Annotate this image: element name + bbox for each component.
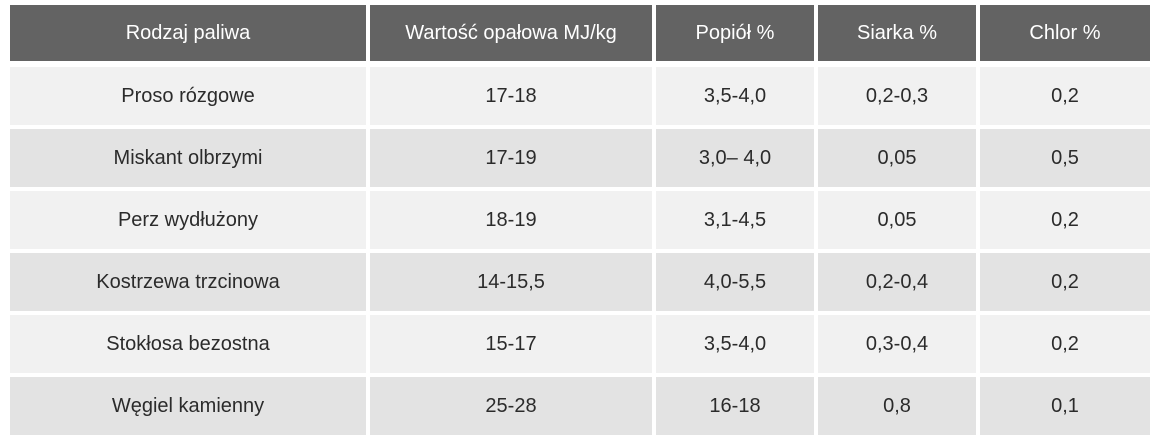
cell-ash: 3,5-4,0 [656,315,814,373]
cell-chlorine: 0,2 [980,191,1150,249]
fuel-properties-table: Rodzaj paliwa Wartość opałowa MJ/kg Popi… [10,5,1150,439]
cell-ash: 4,0-5,5 [656,253,814,311]
cell-calorific-value: 14-15,5 [370,253,652,311]
table-row: Perz wydłużony 18-19 3,1-4,5 0,05 0,2 [10,191,1150,249]
table-row: Miskant olbrzymi 17-19 3,0– 4,0 0,05 0,5 [10,129,1150,187]
cell-fuel-type: Kostrzewa trzcinowa [10,253,366,311]
cell-fuel-type: Proso rózgowe [10,67,366,125]
cell-fuel-type: Miskant olbrzymi [10,129,366,187]
cell-ash: 3,1-4,5 [656,191,814,249]
cell-sulfur: 0,3-0,4 [818,315,976,373]
table-header-row: Rodzaj paliwa Wartość opałowa MJ/kg Popi… [10,5,1150,61]
header-sulfur: Siarka % [818,5,976,61]
cell-chlorine: 0,5 [980,129,1150,187]
header-chlorine: Chlor % [980,5,1150,61]
cell-sulfur: 0,8 [818,377,976,435]
cell-calorific-value: 25-28 [370,377,652,435]
cell-calorific-value: 17-18 [370,67,652,125]
table-row: Proso rózgowe 17-18 3,5-4,0 0,2-0,3 0,2 [10,67,1150,125]
table-row: Kostrzewa trzcinowa 14-15,5 4,0-5,5 0,2-… [10,253,1150,311]
cell-calorific-value: 17-19 [370,129,652,187]
cell-fuel-type: Perz wydłużony [10,191,366,249]
cell-chlorine: 0,2 [980,67,1150,125]
cell-ash: 16-18 [656,377,814,435]
cell-chlorine: 0,1 [980,377,1150,435]
header-fuel-type: Rodzaj paliwa [10,5,366,61]
cell-fuel-type: Stokłosa bezostna [10,315,366,373]
cell-calorific-value: 18-19 [370,191,652,249]
table-row: Stokłosa bezostna 15-17 3,5-4,0 0,3-0,4 … [10,315,1150,373]
cell-ash: 3,5-4,0 [656,67,814,125]
cell-chlorine: 0,2 [980,315,1150,373]
table-row: Węgiel kamienny 25-28 16-18 0,8 0,1 [10,377,1150,435]
header-ash: Popiół % [656,5,814,61]
cell-chlorine: 0,2 [980,253,1150,311]
header-calorific-value: Wartość opałowa MJ/kg [370,5,652,61]
cell-ash: 3,0– 4,0 [656,129,814,187]
cell-sulfur: 0,2-0,3 [818,67,976,125]
cell-sulfur: 0,05 [818,191,976,249]
cell-sulfur: 0,05 [818,129,976,187]
cell-sulfur: 0,2-0,4 [818,253,976,311]
cell-calorific-value: 15-17 [370,315,652,373]
cell-fuel-type: Węgiel kamienny [10,377,366,435]
